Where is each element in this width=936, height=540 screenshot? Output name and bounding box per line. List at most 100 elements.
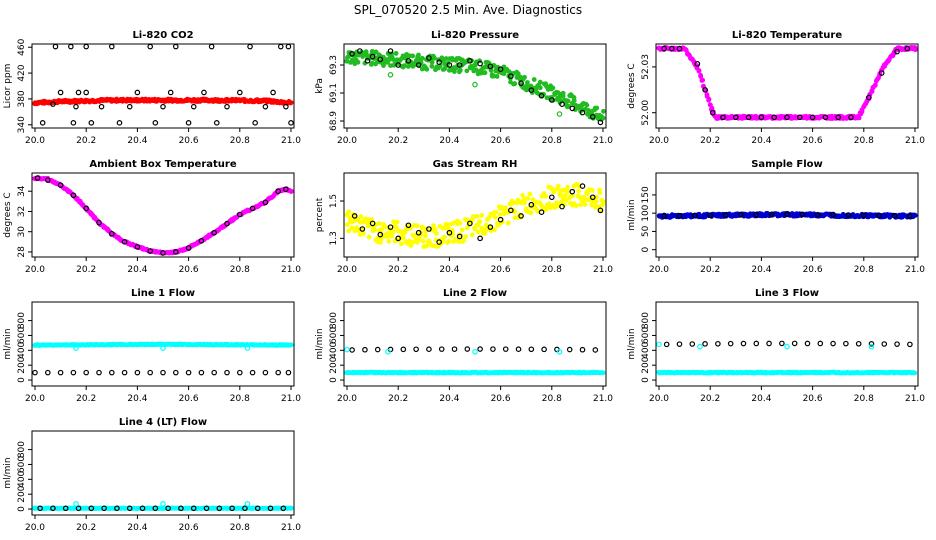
x-tick-label: 20.4 xyxy=(127,523,147,533)
data-point xyxy=(894,341,900,347)
y-tick-label: 340 xyxy=(17,116,27,133)
data-point xyxy=(37,505,43,512)
data-point xyxy=(715,340,721,347)
data-point xyxy=(477,235,483,242)
data-point xyxy=(492,214,498,220)
data-point xyxy=(537,79,543,85)
y-axis-label: degrees C xyxy=(627,63,637,108)
data-point xyxy=(584,191,590,196)
series-black-ring xyxy=(39,44,294,126)
y-tick-label: 600 xyxy=(329,327,339,344)
data-point xyxy=(395,62,402,68)
plot-area xyxy=(32,341,294,376)
data-point xyxy=(487,63,494,70)
x-tick-label: 21.0 xyxy=(281,265,301,275)
data-point xyxy=(538,209,545,216)
data-point xyxy=(442,234,447,240)
panel-6: Sample Flow ml/min 20.0 20.2 20.4 20.6 20.8 21.… xyxy=(627,159,925,275)
data-point xyxy=(551,189,556,195)
data-point xyxy=(592,203,598,209)
data-point xyxy=(579,183,586,189)
data-point xyxy=(83,89,90,96)
data-point xyxy=(96,219,102,226)
data-point xyxy=(536,208,541,214)
data-point xyxy=(389,51,395,57)
x-tick-label: 20.4 xyxy=(439,394,459,404)
data-point xyxy=(201,89,207,96)
data-point xyxy=(702,87,708,93)
data-point xyxy=(597,119,604,126)
data-point xyxy=(344,58,350,64)
data-point xyxy=(358,214,364,219)
data-point xyxy=(344,346,350,353)
data-point xyxy=(424,66,430,72)
data-point xyxy=(229,505,235,512)
plot-frame xyxy=(31,172,295,258)
y-tick-label: 100 xyxy=(641,204,651,221)
data-point xyxy=(745,114,752,121)
x-tick-label: 20.0 xyxy=(25,265,45,275)
data-point xyxy=(809,114,816,121)
x-tick-label: 20.4 xyxy=(439,265,459,275)
series-black-ring xyxy=(32,369,292,376)
data-point xyxy=(804,340,811,347)
data-point xyxy=(410,53,416,59)
data-point xyxy=(395,235,402,242)
data-point xyxy=(374,346,381,353)
panel-4: Ambient Box Temperature degrees C 20.0 20.2… xyxy=(3,159,301,275)
data-point xyxy=(134,89,141,96)
data-point xyxy=(456,62,463,68)
data-point xyxy=(75,89,82,96)
data-point xyxy=(912,45,918,50)
data-point xyxy=(456,239,462,244)
data-point xyxy=(147,369,154,376)
x-tick-label: 20.4 xyxy=(751,136,771,146)
y-tick-label: 200 xyxy=(17,356,27,373)
data-point xyxy=(369,53,376,60)
data-point xyxy=(237,369,243,376)
data-point xyxy=(371,227,377,233)
data-point xyxy=(448,67,453,73)
data-point xyxy=(422,233,428,239)
data-point xyxy=(346,54,351,59)
data-point xyxy=(237,211,243,218)
data-point xyxy=(562,192,568,198)
data-point xyxy=(244,501,251,507)
data-point xyxy=(467,220,473,227)
data-point xyxy=(382,224,388,229)
data-point xyxy=(600,115,606,121)
data-point xyxy=(525,196,531,201)
data-point xyxy=(548,97,555,103)
data-point xyxy=(391,219,396,225)
data-point xyxy=(426,55,432,61)
data-point xyxy=(275,188,282,195)
data-point xyxy=(475,229,481,235)
y-tick-label: 69.1 xyxy=(329,83,339,103)
data-point xyxy=(224,103,230,110)
data-point xyxy=(464,68,470,74)
data-point xyxy=(416,237,422,243)
data-point xyxy=(522,74,527,80)
data-point xyxy=(449,55,455,61)
y-tick-label: 420 xyxy=(17,64,27,81)
data-point xyxy=(663,341,670,348)
data-point xyxy=(393,51,399,56)
data-point xyxy=(387,224,394,230)
data-point xyxy=(689,341,696,347)
data-point xyxy=(753,211,760,218)
data-point xyxy=(843,340,849,347)
y-tick-label: 600 xyxy=(17,327,27,344)
data-point xyxy=(479,212,485,218)
y-axis-label: ml/min xyxy=(315,328,325,359)
panel-title: Sample Flow xyxy=(751,159,823,170)
plot-frame xyxy=(655,43,919,129)
data-point xyxy=(497,212,503,218)
data-point xyxy=(414,223,420,229)
x-tick-label: 20.8 xyxy=(230,136,250,146)
figure-title: SPL_070520 2.5 Min. Ave. Diagnostics xyxy=(354,3,582,17)
plot-area xyxy=(344,48,606,126)
data-point xyxy=(387,72,394,78)
series-blue-dot xyxy=(656,210,918,220)
data-point xyxy=(522,200,527,206)
panel-1: Li-820 CO2 Licor ppm 20.0 20.2 20.4 20.6 20.8 2… xyxy=(3,30,301,146)
